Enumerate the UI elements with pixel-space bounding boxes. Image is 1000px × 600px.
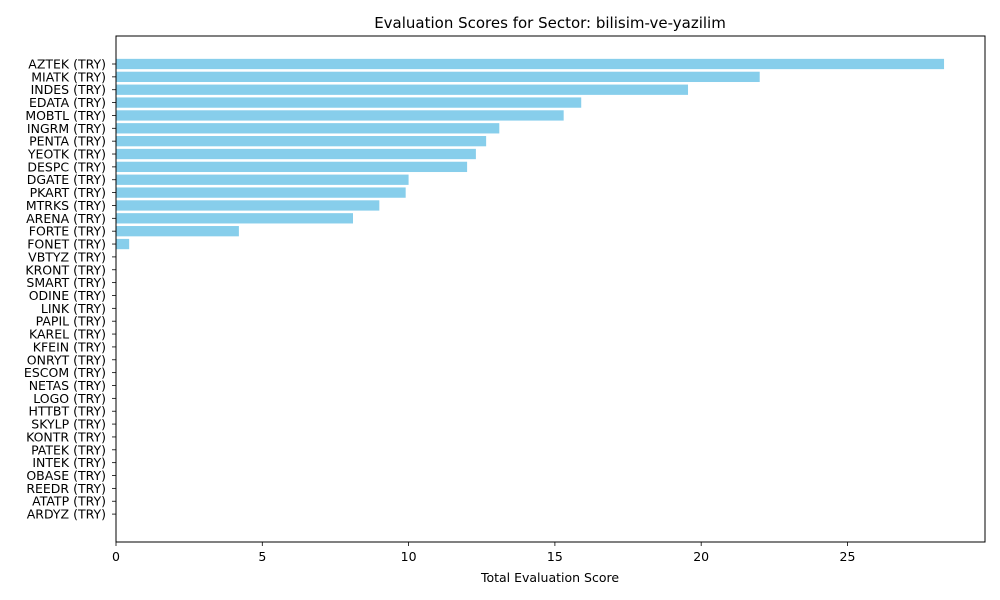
bar [116, 58, 945, 70]
y-tick-label: ONRYT (TRY) [27, 352, 106, 367]
y-tick-label: LOGO (TRY) [33, 391, 106, 406]
y-tick-label: VBTYZ (TRY) [28, 249, 106, 264]
y-tick-label: INDES (TRY) [31, 82, 106, 97]
y-tick-label: DESPC (TRY) [27, 159, 106, 174]
y-tick-label: MOBTL (TRY) [25, 108, 106, 123]
y-tick-label: ODINE (TRY) [29, 288, 106, 303]
y-tick-label: FONET (TRY) [27, 237, 106, 252]
y-tick-label: NETAS (TRY) [29, 378, 106, 393]
y-tick-label: ATATP (TRY) [32, 494, 106, 509]
bar [116, 97, 582, 108]
y-tick-label: EDATA (TRY) [29, 95, 106, 110]
y-tick-label: FORTE (TRY) [29, 224, 106, 239]
bar [116, 71, 760, 83]
y-tick-label: KFEIN (TRY) [33, 339, 106, 354]
y-tick-label: AZTEK (TRY) [28, 57, 106, 72]
bar [116, 136, 487, 147]
x-ticks: 0 5 10 15 20 25 [112, 542, 855, 564]
plot-frame [115, 35, 986, 543]
bar [116, 84, 689, 95]
y-tick-label: PATEK (TRY) [31, 442, 106, 457]
y-tick-label: OBASE (TRY) [26, 468, 106, 483]
y-tick-label: KRONT (TRY) [25, 262, 106, 277]
y-tick-label: MTRKS (TRY) [26, 198, 106, 213]
x-tick-label: 10 [401, 549, 417, 564]
x-tick-label: 15 [547, 549, 563, 564]
y-tick-label: INGRM (TRY) [27, 121, 106, 136]
y-tick-label: ARDYZ (TRY) [27, 507, 106, 522]
bar [116, 238, 130, 250]
bar [116, 226, 239, 237]
bar [116, 187, 406, 198]
bar [116, 110, 564, 121]
y-tick-label: SMART (TRY) [26, 275, 106, 290]
y-tick-label: SKYLP (TRY) [31, 417, 106, 432]
y-tick-label: HTTBT (TRY) [28, 404, 106, 419]
bars-group [116, 58, 945, 250]
bar [116, 200, 380, 211]
y-tick-label: ARENA (TRY) [26, 211, 106, 226]
y-tick-labels: AZTEK (TRY)MIATK (TRY)INDES (TRY)EDATA (… [24, 57, 116, 522]
x-tick-label: 0 [112, 549, 120, 564]
x-tick-label: 20 [693, 549, 709, 564]
y-tick-label: LINK (TRY) [41, 301, 106, 316]
y-tick-label: YEOTK (TRY) [27, 147, 106, 162]
y-tick-label: PKART (TRY) [30, 185, 106, 200]
x-tick-label: 25 [840, 549, 856, 564]
bar [116, 148, 476, 160]
y-tick-label: INTEK (TRY) [32, 455, 106, 470]
y-tick-label: PENTA (TRY) [29, 134, 106, 149]
y-tick-label: MIATK (TRY) [31, 69, 106, 84]
y-tick-label: DGATE (TRY) [27, 172, 106, 187]
x-axis-label: Total Evaluation Score [480, 570, 619, 585]
bar [116, 213, 353, 224]
bar [116, 174, 409, 185]
y-tick-label: KAREL (TRY) [29, 327, 106, 342]
bar [116, 161, 468, 173]
y-tick-label: ESCOM (TRY) [24, 365, 106, 380]
y-tick-label: PAPIL (TRY) [36, 314, 106, 329]
bar [116, 123, 500, 134]
chart-title: Evaluation Scores for Sector: bilisim-ve… [374, 14, 726, 32]
y-tick-label: REEDR (TRY) [26, 481, 106, 496]
y-tick-label: KONTR (TRY) [26, 429, 106, 444]
x-tick-label: 5 [258, 549, 266, 564]
